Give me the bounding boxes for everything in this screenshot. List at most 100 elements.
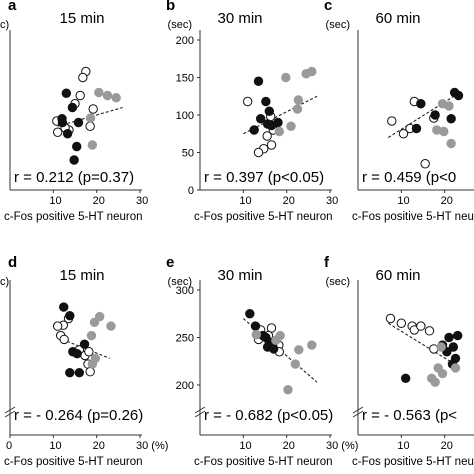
data-point-open bbox=[387, 116, 397, 126]
data-point-gray bbox=[446, 138, 456, 149]
data-point-gray bbox=[293, 95, 304, 105]
x-tick-label: 10 bbox=[239, 195, 251, 207]
data-point-black bbox=[411, 123, 422, 134]
data-point-gray bbox=[251, 329, 262, 340]
panel-letter: a bbox=[8, 0, 17, 14]
x-tick-label: 20 bbox=[283, 195, 295, 207]
data-point-black bbox=[448, 342, 459, 352]
x-axis-label: c-Fos positive 5-HT neuron bbox=[352, 456, 474, 468]
panel-e: e 30 min (sec) 200 250 300 10 20 30 (%) c-Fos pos… bbox=[166, 254, 358, 468]
data-point-gray bbox=[283, 385, 293, 395]
y-unit-label: c) bbox=[0, 19, 9, 31]
data-point-gray bbox=[106, 321, 116, 331]
data-point-open bbox=[84, 347, 94, 357]
data-point-black bbox=[430, 110, 440, 120]
data-point-open bbox=[398, 129, 409, 139]
x-tick-label: 30 bbox=[326, 195, 338, 207]
y-unit-label: (sec) bbox=[168, 276, 192, 288]
data-point-gray bbox=[89, 317, 100, 327]
data-point-open bbox=[59, 334, 69, 345]
data-point-black bbox=[61, 88, 72, 98]
regression-line bbox=[388, 322, 458, 367]
regression-line bbox=[243, 95, 318, 135]
data-point-black bbox=[255, 114, 266, 124]
data-point-black bbox=[268, 344, 279, 354]
correlation-annotation: r = 0.459 (p<0 bbox=[362, 169, 456, 186]
data-point-gray bbox=[275, 330, 285, 341]
data-point-open bbox=[385, 313, 396, 324]
data-point-gray bbox=[290, 359, 301, 369]
data-point-black bbox=[452, 330, 463, 341]
panel-c: c 60 min (sec) 10 20 c-Fos positive 5-HT neu r… bbox=[324, 0, 474, 223]
data-point-gray bbox=[430, 377, 440, 387]
data-point-open bbox=[416, 321, 426, 331]
x-axis-label: c-Fos positive 5-HT neuron bbox=[352, 211, 474, 223]
x-tick-label: 10 bbox=[49, 440, 61, 452]
axis-break-mark bbox=[4, 406, 16, 414]
x-tick-label: 20 bbox=[283, 440, 295, 452]
x-tick-label: 10 bbox=[49, 195, 61, 207]
panel-title: 60 min bbox=[375, 10, 420, 27]
data-point-gray bbox=[95, 311, 105, 322]
panel-a: a 15 min c) 10 20 30 c-Fos positive 5-HT neuro… bbox=[0, 0, 148, 223]
data-point-gray bbox=[286, 121, 296, 131]
x-axis-label: c-Fos positive 5-HT neuron bbox=[4, 456, 142, 468]
data-point-black bbox=[57, 117, 68, 128]
data-point-black bbox=[62, 129, 73, 139]
data-point-open bbox=[262, 131, 272, 141]
x-axis-label: c-Fos positive 5-HT neuron bbox=[194, 456, 332, 468]
data-point-gray bbox=[87, 359, 98, 369]
data-point-gray bbox=[439, 126, 449, 137]
data-point-black bbox=[69, 155, 79, 165]
y-tick-label: 100 bbox=[176, 110, 194, 122]
data-point-black bbox=[79, 339, 90, 349]
data-point-gray bbox=[274, 126, 284, 137]
panel-letter: d bbox=[8, 254, 17, 271]
x-tick-label: 30 (%) bbox=[136, 440, 168, 452]
x-axis-label: c-Fos positive 5-HT neuron bbox=[194, 211, 332, 223]
data-point-black bbox=[73, 117, 84, 128]
data-point-open bbox=[78, 72, 88, 83]
y-tick-label: 150 bbox=[176, 73, 194, 85]
data-point-gray bbox=[292, 104, 303, 114]
data-point-gray bbox=[102, 90, 113, 101]
data-point-open bbox=[52, 321, 63, 331]
panel-letter: c bbox=[324, 0, 332, 14]
data-point-black bbox=[67, 102, 78, 113]
data-point-black bbox=[72, 348, 82, 359]
y-tick-label: 250 bbox=[176, 333, 194, 345]
data-point-gray bbox=[111, 93, 121, 103]
regression-line bbox=[388, 92, 461, 138]
data-point-black bbox=[264, 106, 275, 116]
x-tick-label: 10 bbox=[239, 440, 251, 452]
data-point-gray bbox=[437, 368, 448, 379]
axis-break-mark bbox=[194, 406, 206, 414]
axis-break-mark bbox=[4, 410, 16, 418]
x-tick-label: 10 bbox=[397, 195, 409, 207]
data-point-black bbox=[416, 99, 426, 109]
data-point-open bbox=[396, 318, 407, 328]
regression-line bbox=[57, 336, 110, 359]
panel-letter: b bbox=[166, 0, 175, 14]
data-point-open bbox=[242, 96, 253, 107]
panel-title: 15 min bbox=[59, 267, 104, 284]
data-point-gray bbox=[281, 72, 291, 83]
y-unit-label: (sec) bbox=[326, 19, 350, 31]
x-tick-label: 30 (%) bbox=[326, 440, 358, 452]
panel-title: 60 min bbox=[375, 267, 420, 284]
data-point-open bbox=[75, 90, 85, 101]
correlation-annotation: r = - 0.563 (p< bbox=[362, 407, 457, 424]
data-point-open bbox=[253, 147, 264, 158]
data-point-black bbox=[400, 373, 411, 384]
x-tick-label: 10 bbox=[397, 440, 409, 452]
panel-title: 15 min bbox=[59, 10, 104, 27]
y-tick-label: 200 bbox=[176, 35, 194, 47]
x-tick-label: 20 bbox=[93, 440, 105, 452]
data-point-gray bbox=[436, 342, 446, 352]
correlation-annotation: r = 0.397 (p<0.05) bbox=[204, 169, 324, 186]
y-tick-label: 200 bbox=[176, 380, 194, 392]
x-tick-label: 20 bbox=[441, 440, 453, 452]
data-point-gray bbox=[444, 101, 454, 111]
data-point-black bbox=[446, 114, 456, 124]
